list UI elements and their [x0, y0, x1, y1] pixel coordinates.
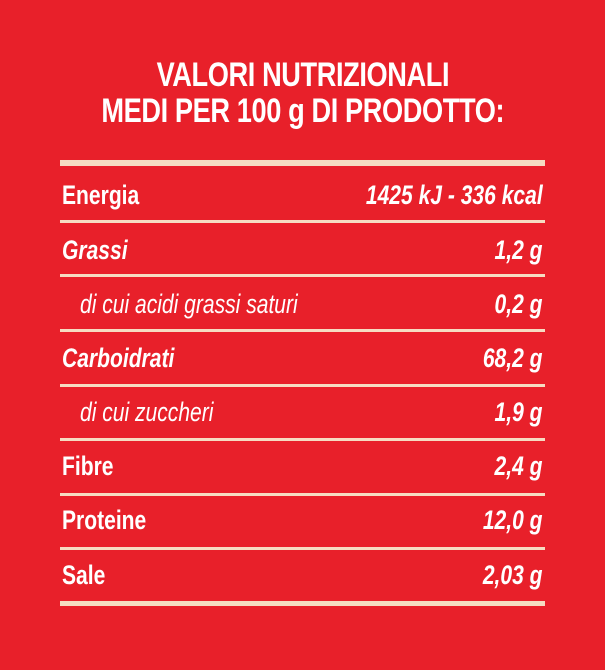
- row: Proteine 12,0 g: [62, 500, 543, 540]
- row: Grassi 1,2 g: [62, 230, 543, 270]
- row-value: 2,4 g: [495, 451, 543, 481]
- row-label: di cui zuccheri: [80, 397, 214, 427]
- rule: [60, 384, 545, 387]
- rule: [60, 220, 545, 223]
- row: Fibre 2,4 g: [62, 446, 543, 486]
- row: di cui zuccheri 1,9 g: [62, 392, 543, 432]
- row-value: 68,2 g: [483, 343, 543, 373]
- row-label: Proteine: [62, 505, 147, 535]
- row-value: 12,0 g: [483, 505, 543, 535]
- row-value: 1,9 g: [495, 397, 543, 427]
- row-label: Grassi: [62, 235, 128, 265]
- row: Sale 2,03 g: [62, 555, 543, 595]
- title-line: VALORI NUTRIZIONALI: [0, 57, 605, 93]
- title-text: MEDI PER 100 g DI PRODOTTO:: [101, 92, 504, 130]
- row-label: Sale: [62, 560, 106, 590]
- row-value: 2,03 g: [483, 560, 543, 590]
- row: Energia 1425 kJ - 336 kcal: [62, 175, 543, 215]
- title-text: VALORI NUTRIZIONALI: [156, 56, 449, 94]
- row-value: 0,2 g: [495, 289, 543, 319]
- row: di cui acidi grassi saturi 0,2 g: [62, 284, 543, 324]
- row-label: Fibre: [62, 451, 114, 481]
- row: Carboidrati 68,2 g: [62, 338, 543, 378]
- rule: [60, 547, 545, 550]
- row-value: 1,2 g: [495, 235, 543, 265]
- row-label: di cui acidi grassi saturi: [80, 289, 298, 319]
- row-label: Energia: [62, 180, 140, 210]
- row-label: Carboidrati: [62, 343, 175, 373]
- rule: [60, 601, 545, 606]
- rule: [60, 329, 545, 332]
- row-value: 1425 kJ - 336 kcal: [366, 180, 543, 210]
- title-line: MEDI PER 100 g DI PRODOTTO:: [0, 93, 605, 129]
- rule: [60, 438, 545, 441]
- rule: [60, 160, 545, 166]
- rule: [60, 274, 545, 277]
- rule: [60, 493, 545, 496]
